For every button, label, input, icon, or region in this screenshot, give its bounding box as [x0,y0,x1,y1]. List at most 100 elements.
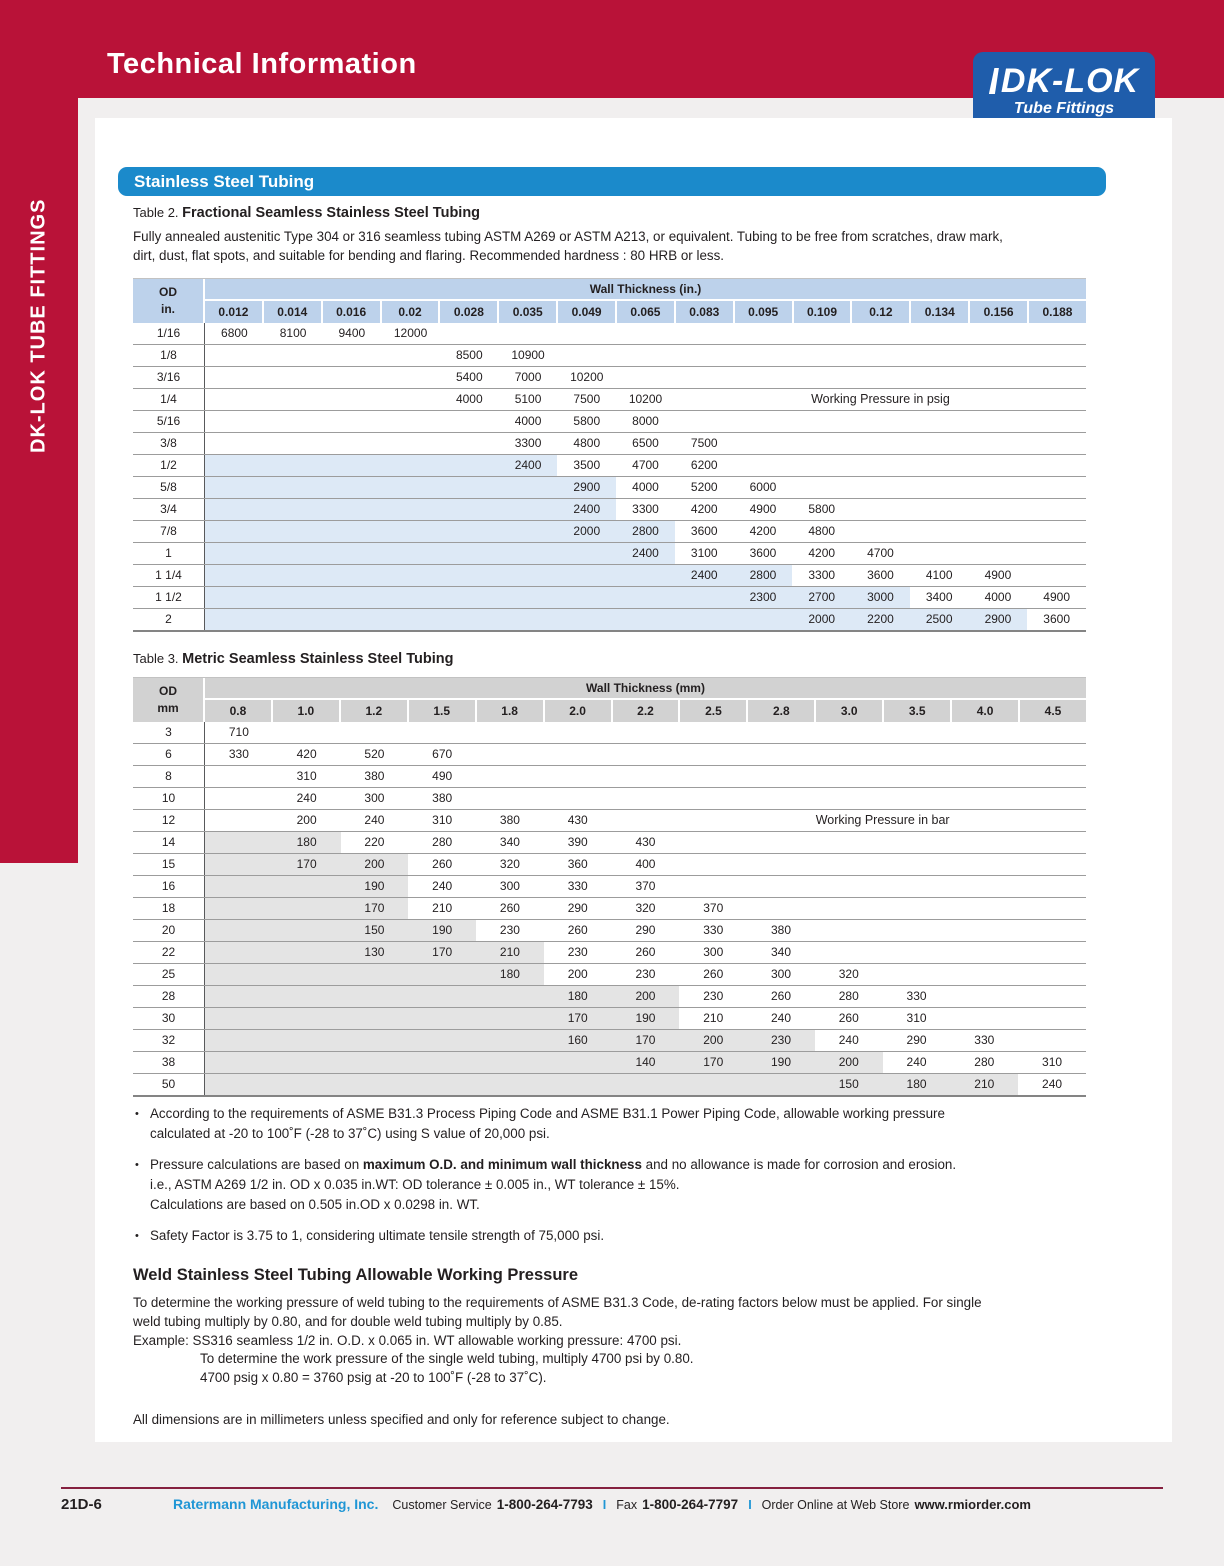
page-number: 21D-6 [61,1496,102,1513]
column-header: 0.095 [734,301,792,323]
pressure-cell [263,477,323,498]
pressure-cell: 260 [432,857,453,871]
pressure-cell: 190 [611,1008,680,1029]
pressure-cell [679,832,747,853]
pressure-cell [679,722,747,743]
pressure-cell: 260 [703,967,724,981]
pressure-cell: 12000 [393,326,428,340]
note-line: According to the requirements of ASME B3… [150,1104,1135,1124]
pressure-cell [1027,543,1086,564]
pressure-cell [792,433,851,454]
row-cells: 150 180 210 240 [205,1074,1086,1095]
column-header: 1.0 [272,700,339,722]
pressure-cell [1027,433,1086,454]
pressure-cell: 240 [906,1055,927,1069]
od-value: 18 [133,898,205,919]
column-header: 4.5 [1020,700,1086,722]
pressure-cell: 380 [364,769,385,783]
pressure-cell [969,367,1028,388]
pressure-cell [381,543,440,564]
pressure-cell [476,986,544,1007]
pressure-cell: 4900 [1043,590,1070,604]
pressure-cell: 2700 [792,587,852,608]
table-row: 1/8 8500 10900 [133,345,1086,367]
pressure-cell: 260 [499,901,520,915]
pressure-cell [747,832,815,853]
pressure-cell [910,323,969,344]
footer-separator: I [602,1498,607,1512]
table-row: 10 240 300 380 [133,788,1086,810]
pressure-cell [381,587,440,608]
pressure-cell: 6000 [749,480,777,494]
pressure-cell: 310 [432,813,453,827]
page-title: Technical Information [107,48,417,80]
pressure-cell [950,920,1018,941]
od-value: 5/8 [133,477,205,498]
od-value: 20 [133,920,205,941]
pressure-cell [851,345,910,366]
pressure-cell [205,1052,273,1073]
dimensions-note: All dimensions are in millimeters unless… [133,1412,670,1427]
pressure-cell [950,788,1018,809]
pressure-cell [950,986,1018,1007]
row-cells: 4000 5100 7500 10200 [205,389,1086,410]
pressure-cell [557,345,616,366]
pressure-cell [381,411,440,432]
table-row: 38 140 170 190 200 240 280 310 [133,1052,1086,1074]
pressure-cell: 8500 [455,348,483,362]
pressure-cell [1018,986,1086,1007]
table-row: 1 1/4 2400 2800 3300 3600 4100 4900 [133,565,1086,587]
pressure-cell [272,964,341,985]
table3-title: Metric Seamless Stainless Steel Tubing [182,651,454,667]
pressure-cell [322,411,381,432]
pressure-cell: 240 [432,879,453,893]
pressure-cell [910,499,969,520]
column-header: 0.035 [499,301,557,323]
pressure-cell [679,876,747,897]
pressure-cell [675,367,734,388]
row-cells: 2400 3100 3600 4200 4700 [205,543,1086,564]
pressure-cell [969,543,1028,564]
pressure-cell [792,455,851,476]
pressure-cell [322,367,381,388]
row-cells: 710 [205,722,1086,743]
pressure-cell [408,722,476,743]
pressure-cell: 420 [296,747,317,761]
pressure-cell: 330 [906,989,927,1003]
pressure-cell: 2400 [674,565,734,586]
pressure-cell [950,766,1018,787]
pressure-cell: 670 [432,747,453,761]
wall-thickness-columns: 0.8 1.0 1.2 1.5 1.8 2.0 2.2 2.5 2.8 3.0 3.5 4.0 4.5 [205,700,1086,722]
pressure-cell [969,433,1028,454]
pressure-cell: 6200 [690,458,718,472]
pressure-cell [381,389,440,410]
pressure-cell: 2000 [792,609,852,630]
weld-line: To determine the work pressure of the si… [200,1351,694,1367]
pressure-cell: 4700 [632,458,659,472]
pressure-cell: 320 [499,857,520,871]
pressure-cell: 3600 [867,568,894,582]
pressure-cell [264,411,323,432]
pressure-cell [679,788,747,809]
pressure-cell [747,766,815,787]
pressure-cell: 8000 [632,414,659,428]
pressure-cell [205,499,264,520]
pressure-cell [263,609,323,630]
pressure-cell [205,543,264,564]
pressure-cell [1027,367,1086,388]
pressure-cell [883,722,951,743]
pressure-cell [272,876,341,897]
pressure-cell [1027,455,1086,476]
od-value: 30 [133,1008,205,1029]
pressure-cell: 340 [499,835,520,849]
note-segment: Pressure calculations are based on [150,1157,363,1172]
pressure-cell [734,411,793,432]
pressure-cell [851,411,910,432]
od-header-line: OD [159,684,177,698]
od-value: 8 [133,766,205,787]
table-row: 14 180 220 280 340 390 430 [133,832,1086,854]
pressure-cell: 240 [296,791,317,805]
pressure-cell [205,964,273,985]
pressure-cell [910,411,969,432]
column-header: 0.188 [1029,301,1086,323]
